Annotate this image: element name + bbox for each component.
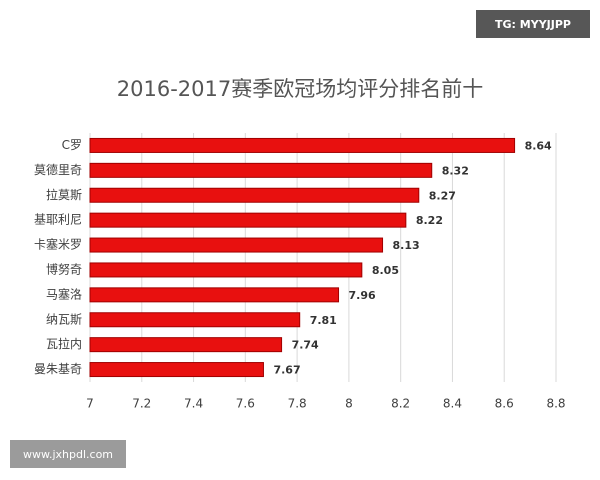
x-tick-label: 7.8 [288, 397, 307, 411]
y-tick-label: 卡塞米罗 [34, 237, 82, 252]
bar [89, 187, 420, 203]
x-tick-label: 7.6 [236, 397, 255, 411]
x-tick-label: 8.4 [443, 397, 462, 411]
x-tick-label: 7.4 [184, 397, 203, 411]
value-label: 8.13 [393, 239, 420, 252]
chart-title: 2016-2017赛季欧冠场均评分排名前十 [117, 77, 483, 101]
y-tick-label: 莫德里奇 [34, 162, 82, 177]
watermark: TG: MYYJJPP [495, 18, 571, 31]
bar [89, 137, 516, 153]
x-tick-label: 7.2 [132, 397, 151, 411]
value-label: 8.32 [442, 164, 469, 177]
y-tick-label: 曼朱基奇 [34, 362, 82, 376]
bar [89, 312, 301, 328]
y-tick-label: 拉莫斯 [46, 187, 82, 202]
x-tick-label: 8 [345, 397, 353, 411]
value-label: 7.74 [292, 339, 319, 352]
watermark: www.jxhpdl.com [23, 448, 113, 461]
x-tick-label: 7 [86, 397, 94, 411]
value-label: 8.27 [429, 189, 456, 202]
bar [89, 337, 283, 353]
value-label: 7.96 [349, 289, 376, 302]
x-tick-label: 8.8 [546, 397, 565, 411]
x-tick-label: 8.6 [495, 397, 514, 411]
y-tick-label: C罗 [62, 138, 82, 152]
value-label: 7.67 [273, 364, 300, 377]
x-tick-label: 8.2 [391, 397, 410, 411]
y-tick-label: 瓦拉内 [46, 336, 82, 351]
bar [89, 287, 340, 303]
value-label: 7.81 [310, 314, 337, 327]
value-label: 8.05 [372, 264, 399, 277]
watermark-box [10, 440, 126, 468]
value-label: 8.22 [416, 214, 443, 227]
bar [89, 262, 363, 278]
value-label: 8.64 [525, 139, 552, 152]
y-tick-label: 马塞洛 [46, 286, 82, 301]
bar [89, 162, 433, 178]
y-tick-label: 纳瓦斯 [46, 312, 82, 326]
watermark-box [476, 10, 590, 38]
y-tick-label: 博努奇 [46, 261, 82, 276]
bar [89, 212, 407, 228]
bar [89, 362, 264, 378]
bar [89, 237, 384, 253]
y-tick-label: 基耶利尼 [34, 213, 82, 227]
